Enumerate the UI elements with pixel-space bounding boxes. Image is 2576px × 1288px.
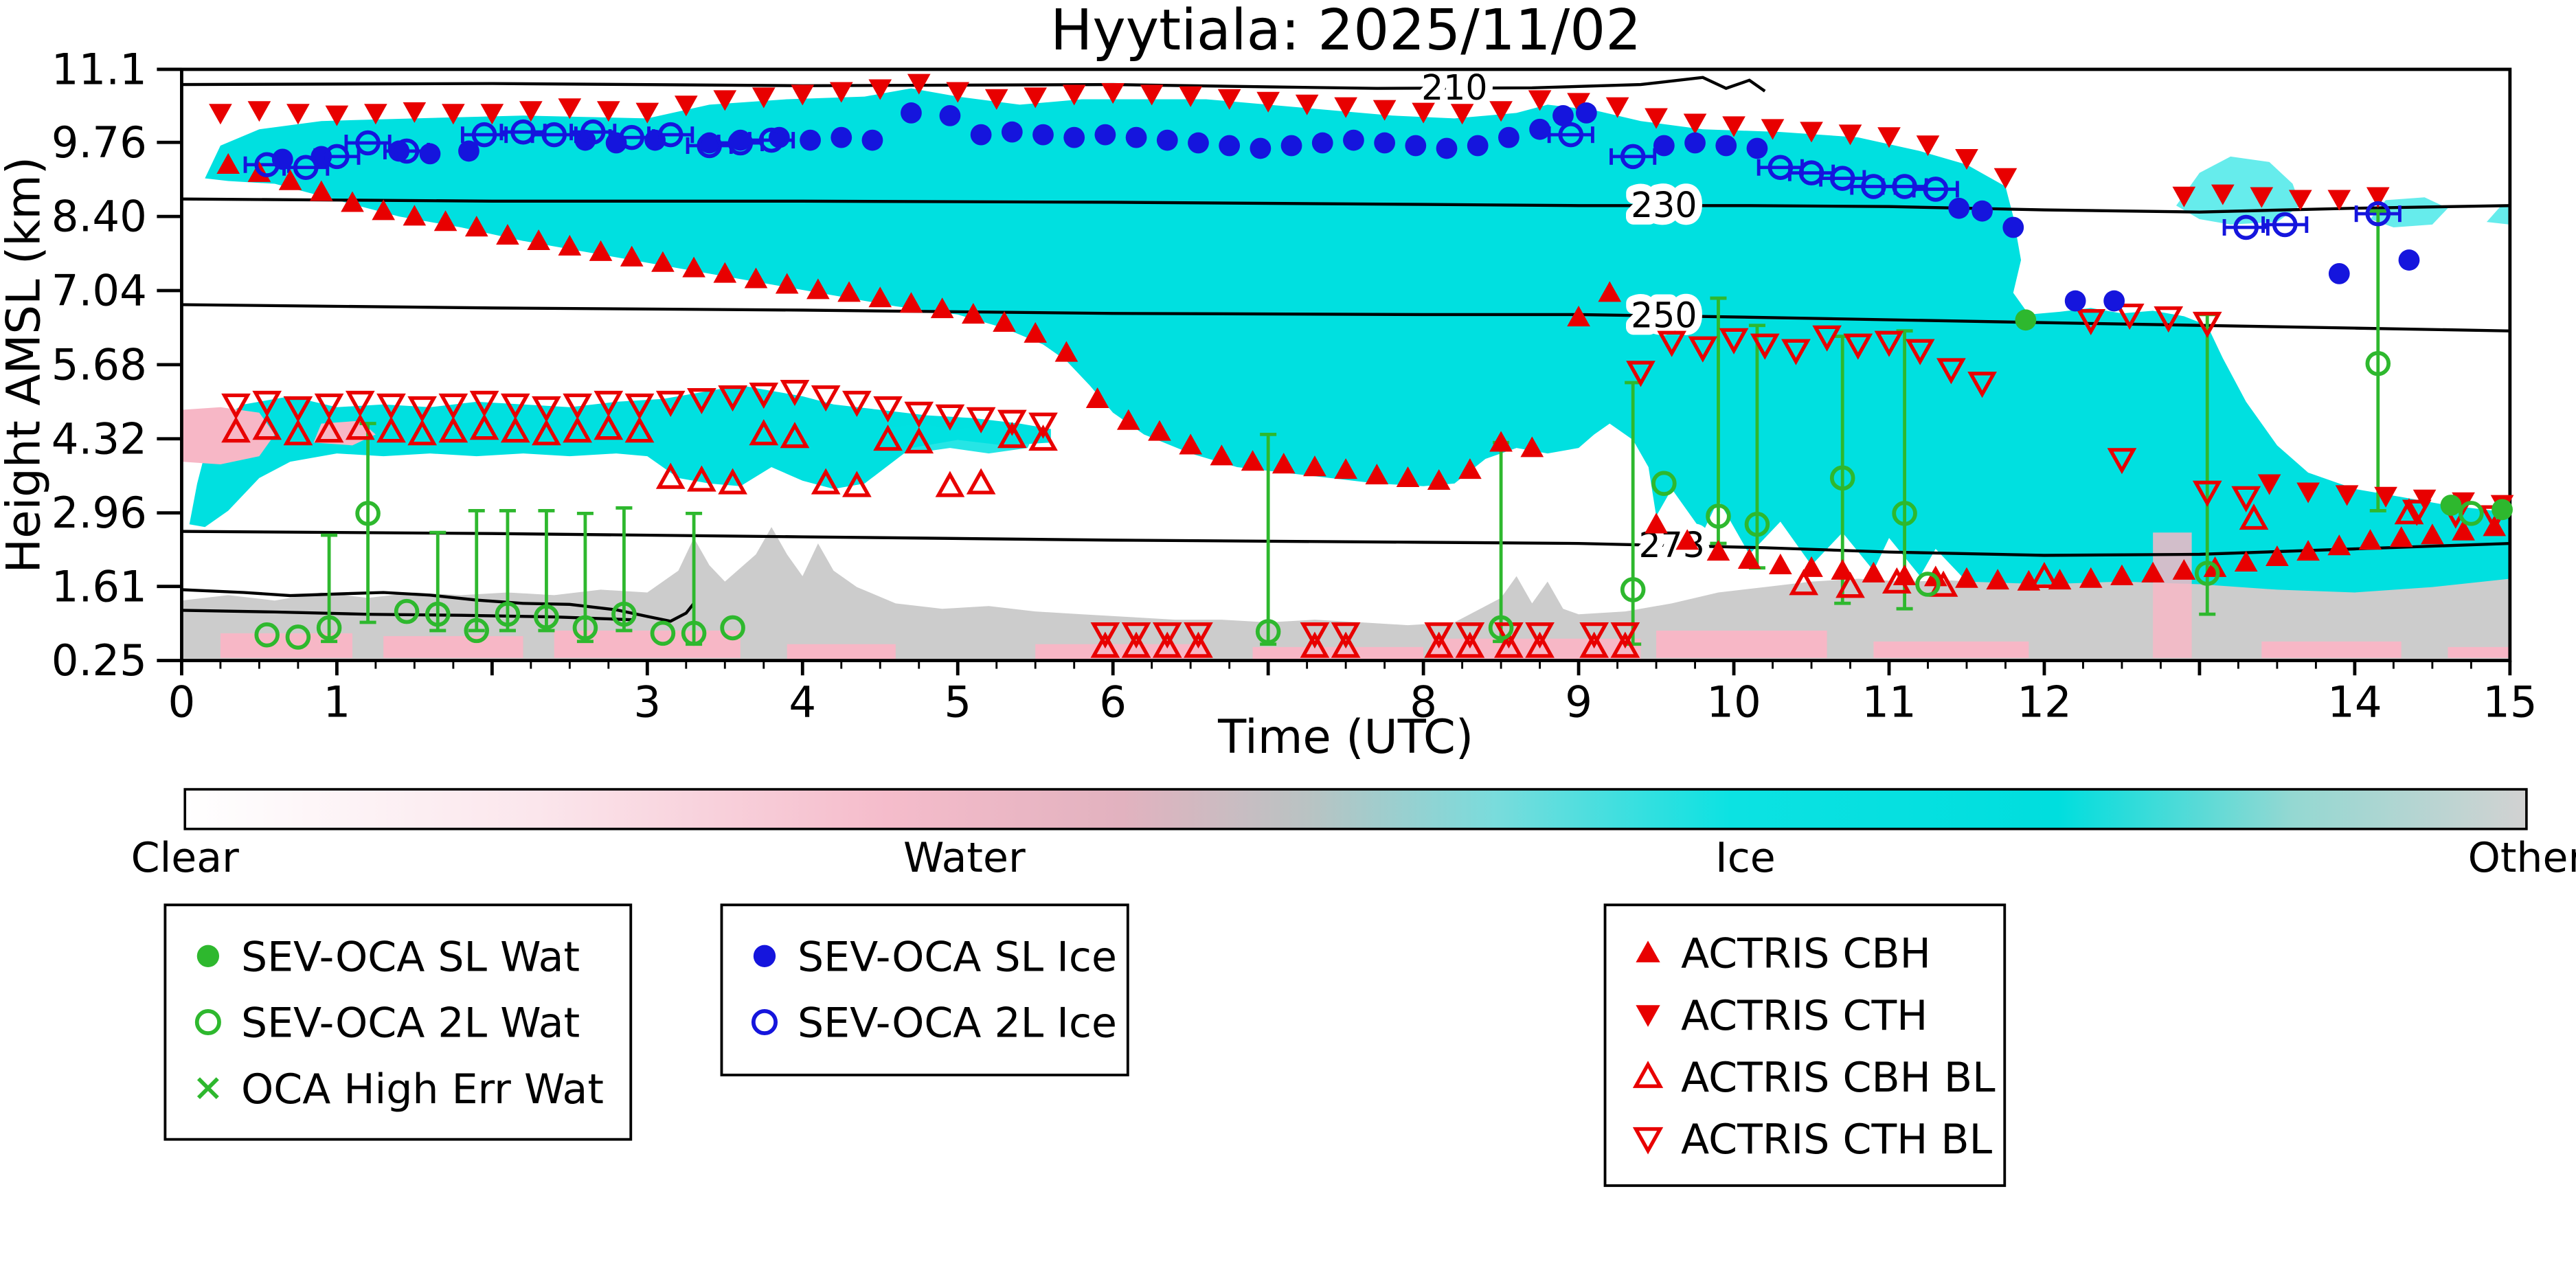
- x-tick-label: 6: [1099, 677, 1127, 727]
- temp-contour: [181, 588, 695, 623]
- colorbar-gradient: [183, 788, 2528, 831]
- surface-water-streak: [2153, 532, 2192, 658]
- legends: SEV-OCA SL Wat SEV-OCA 2L Wat OCA High Err…: [163, 903, 2007, 1187]
- legend-item-label: ACTRIS CTH: [1681, 992, 1928, 1040]
- lower-mixed-cloud-band: [189, 385, 1051, 528]
- contour-label-210: 210: [1421, 67, 1487, 108]
- marker-series: [209, 74, 2514, 658]
- legend-item-label: ACTRIS CTH BL: [1681, 1116, 1993, 1164]
- legend-box-2: SEV-OCA SL Ice SEV-OCA 2L Ice: [720, 903, 1129, 1076]
- y-tick-label: 9.76: [52, 117, 147, 168]
- surface-aerosol-layer: [181, 527, 2510, 661]
- actris-cbh-bl-series: [221, 414, 2424, 658]
- contour-label-250: 250: [1631, 295, 1697, 336]
- surface-water-patch: [220, 633, 352, 658]
- surface-water-patch: [787, 644, 896, 659]
- sev-oca-sl-ice-series: [271, 102, 2420, 312]
- x-tick-label: 5: [944, 677, 971, 727]
- x-tick-label: 3: [633, 677, 661, 727]
- temp-contour-273: [181, 530, 2510, 557]
- colorbar-label-other: Other: [2468, 834, 2576, 882]
- legend-item-label: SEV-OCA 2L Ice: [798, 999, 1117, 1048]
- surface-water-patch: [554, 631, 741, 658]
- temp-contour-230: [181, 197, 2510, 214]
- surface-water-patch: [2261, 641, 2402, 658]
- upper-ice-patch-1: [2176, 156, 2301, 225]
- y-tick-label: 4.32: [52, 414, 147, 464]
- legend-item-label: SEV-OCA SL Wat: [241, 933, 580, 981]
- x-tick-label: 15: [2483, 677, 2538, 727]
- colorbar: [183, 788, 2528, 831]
- sev-oca-2l-ice-series: [254, 119, 2391, 240]
- sev-oca-2l-wat-series: [254, 350, 2484, 650]
- x-tick-label: 1: [324, 677, 351, 727]
- surface-water-patch: [383, 635, 523, 658]
- x-tick-label: 8: [1410, 677, 1437, 727]
- y-tick-label: 8.40: [52, 192, 147, 242]
- surface-water-patch: [1252, 646, 1424, 659]
- legend-item-label: ACTRIS CBH BL: [1681, 1054, 1996, 1102]
- legend-box-3: ACTRIS CBH ACTRIS CTH ACTRIS CBH BL ACTRIS …: [1603, 903, 2007, 1187]
- sev-oca-sl-wat-series: [2015, 309, 2513, 521]
- y-tick-label: 7.04: [52, 266, 147, 316]
- colorbar-label-clear: Clear: [131, 834, 239, 882]
- actris-cth-bl-series: [221, 304, 2509, 649]
- surface-water-patch: [2448, 646, 2510, 658]
- x-tick-label: 10: [1706, 677, 1761, 727]
- x-tick-label: 0: [168, 677, 196, 727]
- x-axis-title: Time (UTC): [1217, 710, 1473, 764]
- axes: 0 1 3 4 5 6 8 9 10 11 12 14 15 0.25 1.61 2.96 4.32 5.68 7.…: [52, 45, 2538, 727]
- legend-item-label: SEV-OCA SL Ice: [798, 933, 1117, 981]
- x-tick-label: 12: [2017, 677, 2072, 727]
- upper-ice-patch-3: [2486, 204, 2510, 225]
- y-tick-label: 11.1: [52, 45, 147, 95]
- x-tick-label: 11: [1862, 677, 1917, 727]
- y-tick-label: 5.68: [52, 339, 147, 389]
- actris-cth-series: [209, 74, 2514, 516]
- surface-water-patch: [1873, 641, 2029, 658]
- colorbar-label-ice: Ice: [1715, 834, 1776, 882]
- contour-label-230: 230: [1631, 185, 1697, 225]
- y-tick-label: 0.25: [52, 635, 147, 686]
- temp-contour-210: [181, 76, 1766, 93]
- main-ice-cloud: [205, 88, 2510, 593]
- temp-contour: [181, 609, 632, 622]
- actris-cbh-series: [216, 152, 2507, 591]
- temp-contour-250: [181, 303, 2510, 332]
- legend-item-label: OCA High Err Wat: [241, 1065, 604, 1114]
- y-axis-title: Height AMSL (km): [0, 157, 51, 574]
- classification-field: [181, 88, 2510, 661]
- legend-box-1: SEV-OCA SL Wat SEV-OCA 2L Wat OCA High Err…: [163, 903, 633, 1141]
- x-tick-label: 9: [1565, 677, 1592, 727]
- colorbar-label-water: Water: [903, 834, 1026, 882]
- y-tick-label: 1.61: [52, 561, 147, 611]
- surface-water-patch: [1656, 631, 1827, 658]
- y-tick-label: 2.96: [52, 488, 147, 538]
- legend-item-label: ACTRIS CBH: [1681, 930, 1931, 978]
- upper-ice-patch-2: [2370, 197, 2448, 228]
- legend-item-label: SEV-OCA 2L Wat: [241, 999, 580, 1048]
- x-tick-label: 14: [2327, 677, 2382, 727]
- figure-title: Hyytiala: 2025/11/02: [1050, 0, 1641, 63]
- x-tick-label: 4: [789, 677, 816, 727]
